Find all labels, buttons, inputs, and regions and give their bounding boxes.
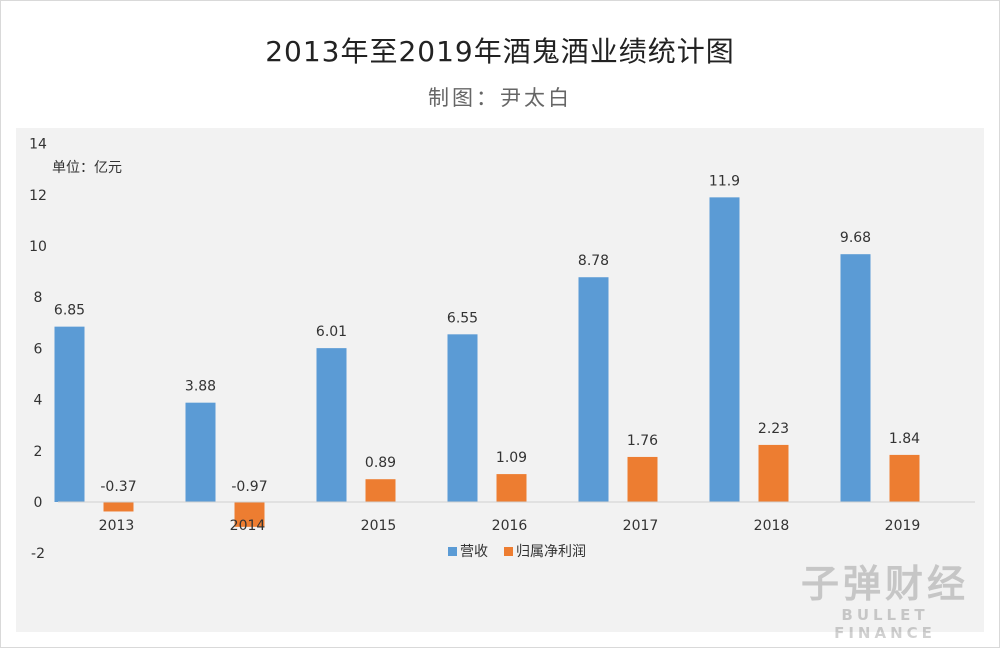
revenue-bar xyxy=(185,402,216,502)
profit-data-label: 2.23 xyxy=(758,421,789,437)
profit-data-label: 0.89 xyxy=(365,455,396,471)
revenue-bar xyxy=(578,277,609,502)
y-tick-label: 14 xyxy=(29,137,47,153)
y-tick-label: 2 xyxy=(34,444,43,460)
watermark-cn: 子弹财经 xyxy=(800,562,969,606)
y-tick-label: 12 xyxy=(29,188,47,204)
x-tick-label: 2014 xyxy=(230,518,266,534)
y-tick-label: 4 xyxy=(34,393,43,409)
unit-label: 单位：亿元 xyxy=(52,160,122,176)
x-tick-label: 2015 xyxy=(361,518,397,534)
x-tick-label: 2013 xyxy=(99,518,135,534)
y-tick-label: 10 xyxy=(29,239,47,255)
legend-label-revenue: 营收 xyxy=(460,544,488,560)
profit-bar xyxy=(103,502,134,512)
profit-data-label: 1.76 xyxy=(627,433,658,449)
profit-bar xyxy=(365,479,396,502)
legend-label-profit: 归属净利润 xyxy=(516,543,586,560)
legend-swatch-profit xyxy=(504,547,513,556)
page-title: 2013年至2019年酒鬼酒业绩统计图 xyxy=(265,35,735,68)
profit-bar xyxy=(889,454,920,502)
profit-data-label: -0.97 xyxy=(231,479,267,495)
revenue-data-label: 3.88 xyxy=(185,379,216,395)
x-tick-label: 2016 xyxy=(492,518,528,534)
profit-data-label: 1.09 xyxy=(496,450,527,466)
profit-bar xyxy=(496,474,527,502)
revenue-data-label: 9.68 xyxy=(840,230,871,246)
x-tick-label: 2017 xyxy=(623,518,659,534)
revenue-data-label: 6.55 xyxy=(447,310,478,326)
revenue-bar xyxy=(447,334,478,502)
profit-bar xyxy=(234,502,265,527)
revenue-bar xyxy=(840,254,871,502)
profit-data-label: 1.84 xyxy=(889,431,920,447)
y-tick-label: -2 xyxy=(31,546,45,562)
y-tick-label: 0 xyxy=(34,495,43,511)
page-subtitle: 制图：尹太白 xyxy=(428,86,572,110)
x-tick-label: 2018 xyxy=(754,518,790,534)
revenue-bar xyxy=(316,348,347,502)
revenue-data-label: 11.9 xyxy=(709,173,740,189)
revenue-bar xyxy=(709,197,740,503)
revenue-data-label: 6.85 xyxy=(54,303,85,319)
profit-bar xyxy=(627,456,658,502)
revenue-bar xyxy=(54,326,85,502)
revenue-data-label: 8.78 xyxy=(578,253,609,269)
watermark: 子弹财经 BULLET FINANCE xyxy=(788,562,982,642)
legend-swatch-revenue xyxy=(448,547,457,556)
profit-bar xyxy=(758,444,789,502)
y-tick-label: 8 xyxy=(34,290,43,306)
revenue-data-label: 6.01 xyxy=(316,324,347,340)
chart-panel xyxy=(16,128,984,632)
watermark-en: BULLET FINANCE xyxy=(834,606,936,642)
y-tick-label: 6 xyxy=(34,341,43,357)
profit-data-label: -0.37 xyxy=(100,479,136,495)
x-tick-label: 2019 xyxy=(885,518,921,534)
